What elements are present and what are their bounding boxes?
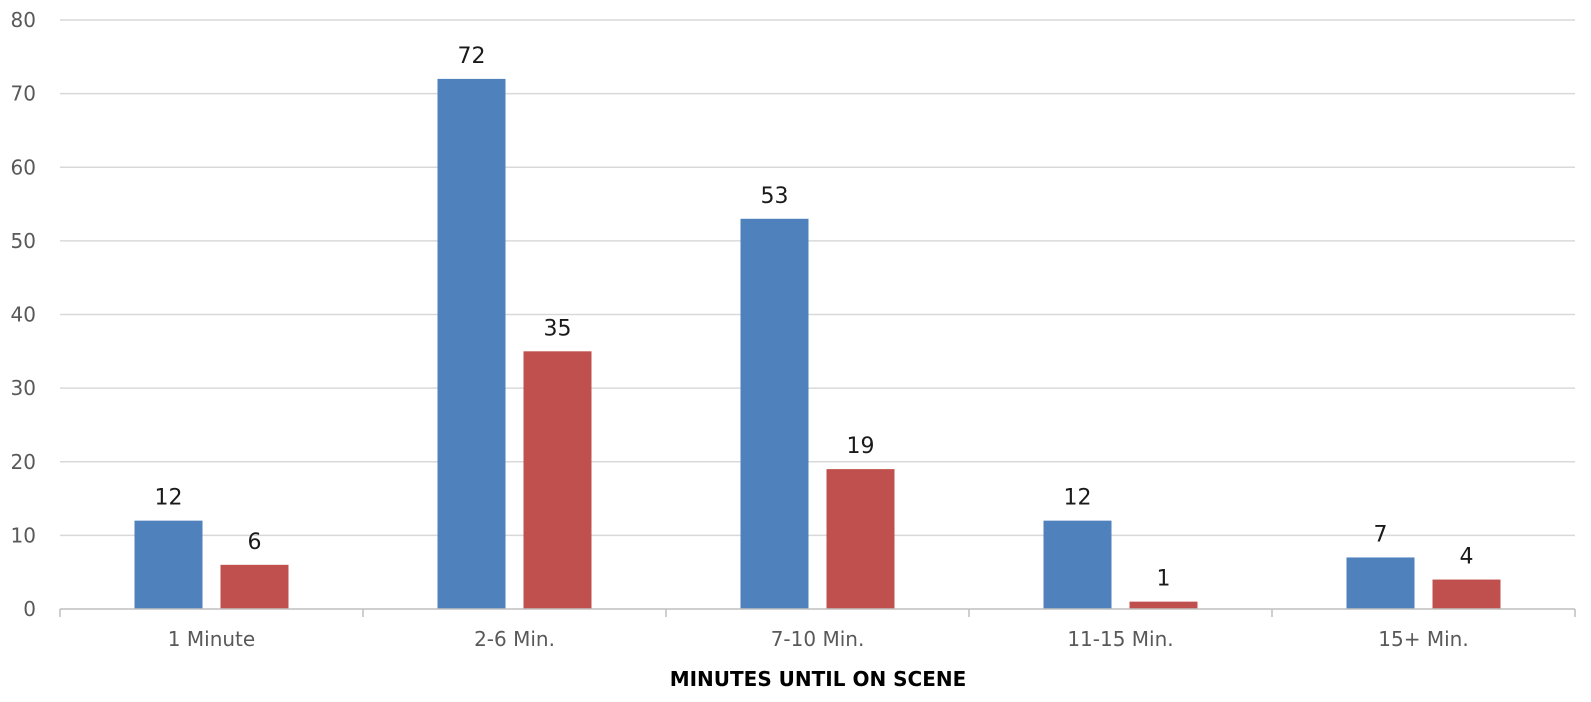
bar bbox=[1346, 557, 1415, 609]
data-label: 53 bbox=[761, 184, 789, 209]
y-axis-tick-labels: 0 10 20 30 40 50 60 70 80 bbox=[11, 8, 36, 621]
data-label: 6 bbox=[248, 530, 262, 555]
data-label: 72 bbox=[458, 44, 486, 69]
data-label: 1 bbox=[1157, 567, 1171, 592]
y-tick-label: 50 bbox=[11, 229, 36, 253]
data-labels: 12 6 72 35 53 19 12 1 7 4 bbox=[155, 44, 1474, 592]
bar bbox=[523, 351, 592, 609]
bar bbox=[1129, 601, 1198, 609]
data-label: 4 bbox=[1460, 545, 1474, 570]
data-label: 7 bbox=[1374, 522, 1388, 547]
y-tick-label: 10 bbox=[11, 523, 36, 547]
bar bbox=[1043, 520, 1112, 609]
bar bbox=[740, 218, 809, 609]
x-tick-label: 2-6 Min. bbox=[474, 627, 555, 651]
bar bbox=[1432, 579, 1501, 609]
data-label: 19 bbox=[847, 434, 875, 459]
gridlines bbox=[60, 19, 1575, 537]
y-tick-label: 80 bbox=[11, 8, 36, 32]
x-axis-title: MINUTES UNTIL ON SCENE bbox=[670, 667, 967, 691]
y-tick-label: 0 bbox=[23, 597, 36, 621]
x-tick-label: 7-10 Min. bbox=[771, 627, 865, 651]
x-axis: 1 Minute 2-6 Min. 7-10 Min. 11-15 Min. 15+ M… bbox=[59, 608, 1576, 651]
bar bbox=[134, 520, 203, 609]
bars bbox=[134, 78, 1501, 609]
bar bbox=[220, 564, 289, 609]
y-tick-label: 20 bbox=[11, 450, 36, 474]
y-tick-label: 70 bbox=[11, 82, 36, 106]
data-label: 12 bbox=[1064, 486, 1092, 511]
bar bbox=[437, 78, 506, 609]
data-label: 35 bbox=[544, 316, 572, 341]
x-tick-label: 15+ Min. bbox=[1378, 627, 1468, 651]
data-label: 12 bbox=[155, 486, 183, 511]
x-tick-label: 1 Minute bbox=[168, 627, 255, 651]
y-tick-label: 30 bbox=[11, 376, 36, 400]
bar bbox=[826, 469, 895, 609]
y-tick-label: 40 bbox=[11, 303, 36, 327]
x-tick-label: 11-15 Min. bbox=[1067, 627, 1173, 651]
y-tick-label: 60 bbox=[11, 155, 36, 179]
